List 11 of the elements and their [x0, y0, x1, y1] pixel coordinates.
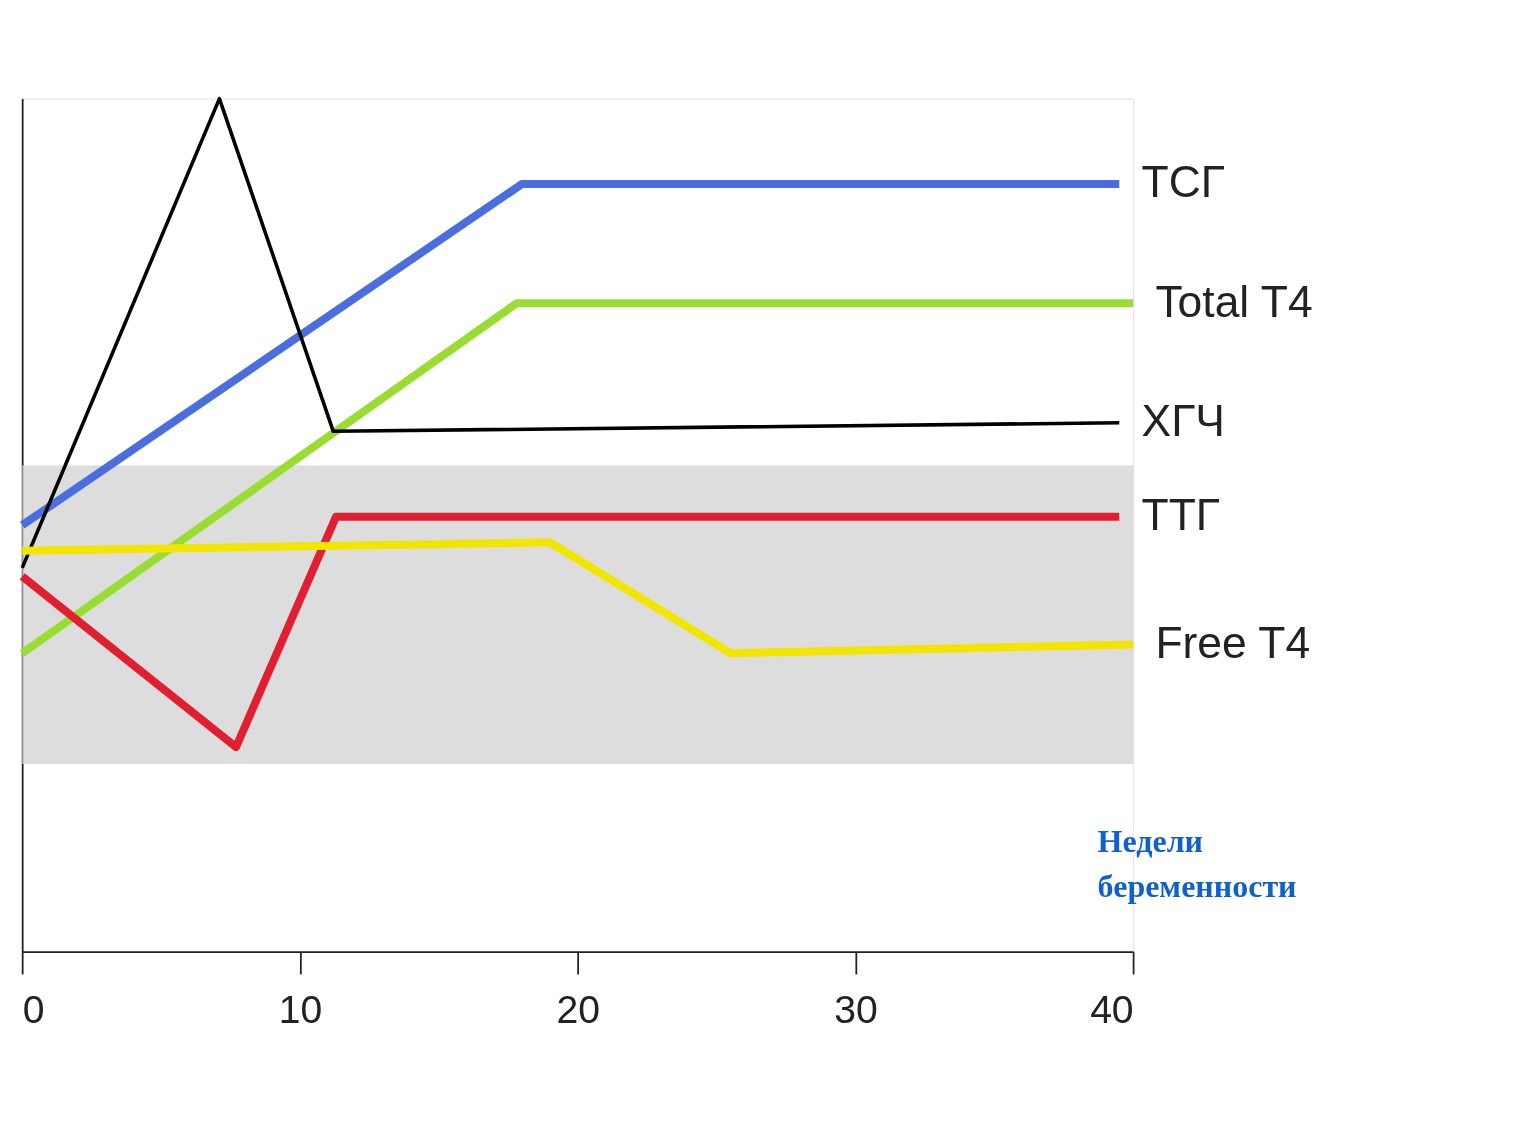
series-label: Free T4: [1155, 617, 1311, 667]
x-tick-label: 30: [834, 988, 878, 1032]
x-tick-label: 0: [22, 988, 45, 1032]
series-label: ТТГ: [1141, 489, 1220, 539]
x-axis-title: Недели беременности: [1097, 823, 1297, 904]
x-tick-label: 20: [556, 988, 600, 1032]
series-label: ХГЧ: [1141, 396, 1225, 446]
series-label: Total T4: [1155, 276, 1313, 326]
series-label: ТСГ: [1141, 157, 1225, 207]
x-tick-label: 10: [278, 988, 323, 1032]
x-tick-label: 40: [1090, 988, 1134, 1032]
